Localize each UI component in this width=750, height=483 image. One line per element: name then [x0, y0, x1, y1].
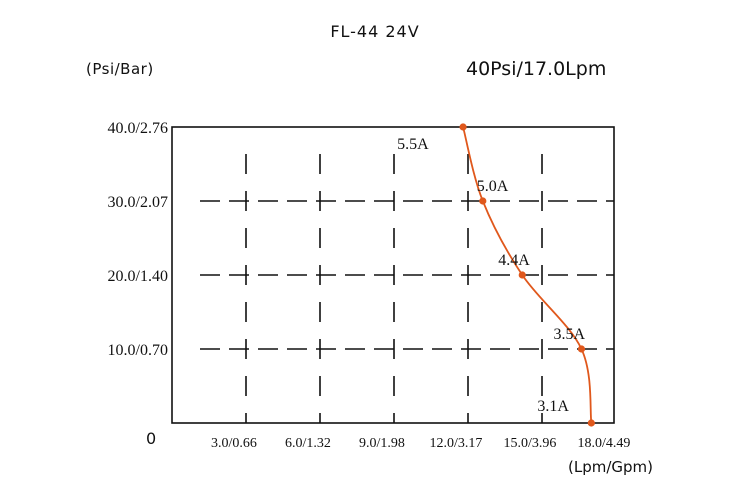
origin-label: 0: [146, 429, 156, 448]
y-tick-label-0: 10.0/0.70: [108, 342, 168, 359]
data-label-3: 3.5A: [553, 326, 585, 343]
y-tick-label-1: 20.0/1.40: [108, 268, 168, 285]
x-tick-label-4: 15.0/3.96: [504, 436, 557, 451]
x-tick-label-0: 3.0/0.66: [211, 436, 257, 451]
chart-subtitle: 40Psi/17.0Lpm: [466, 58, 607, 80]
data-point-3: [577, 345, 586, 353]
x-tick-label-3: 12.0/3.17: [430, 436, 483, 451]
data-point-2: [518, 271, 526, 279]
x-tick-label-2: 9.0/1.98: [359, 436, 405, 451]
x-tick-label-5: 18.0/4.49: [578, 436, 631, 451]
data-label-4: 3.1A: [537, 398, 569, 415]
data-label-1: 5.0A: [477, 178, 509, 195]
data-point-0: [459, 123, 467, 131]
chart-title: FL-44 24V: [330, 22, 420, 41]
x-tick-label-1: 6.0/1.32: [285, 436, 331, 451]
x-axis-label: (Lpm/Gpm): [568, 458, 654, 476]
y-tick-label-3: 40.0/2.76: [108, 120, 168, 137]
y-tick-label-2: 30.0/2.07: [108, 194, 168, 211]
data-label-0: 5.5A: [397, 136, 429, 153]
data-point-4: [587, 419, 595, 427]
data-label-2: 4.4A: [498, 252, 530, 269]
data-point-1: [479, 197, 487, 205]
y-axis-label: (Psi/Bar): [86, 60, 154, 78]
